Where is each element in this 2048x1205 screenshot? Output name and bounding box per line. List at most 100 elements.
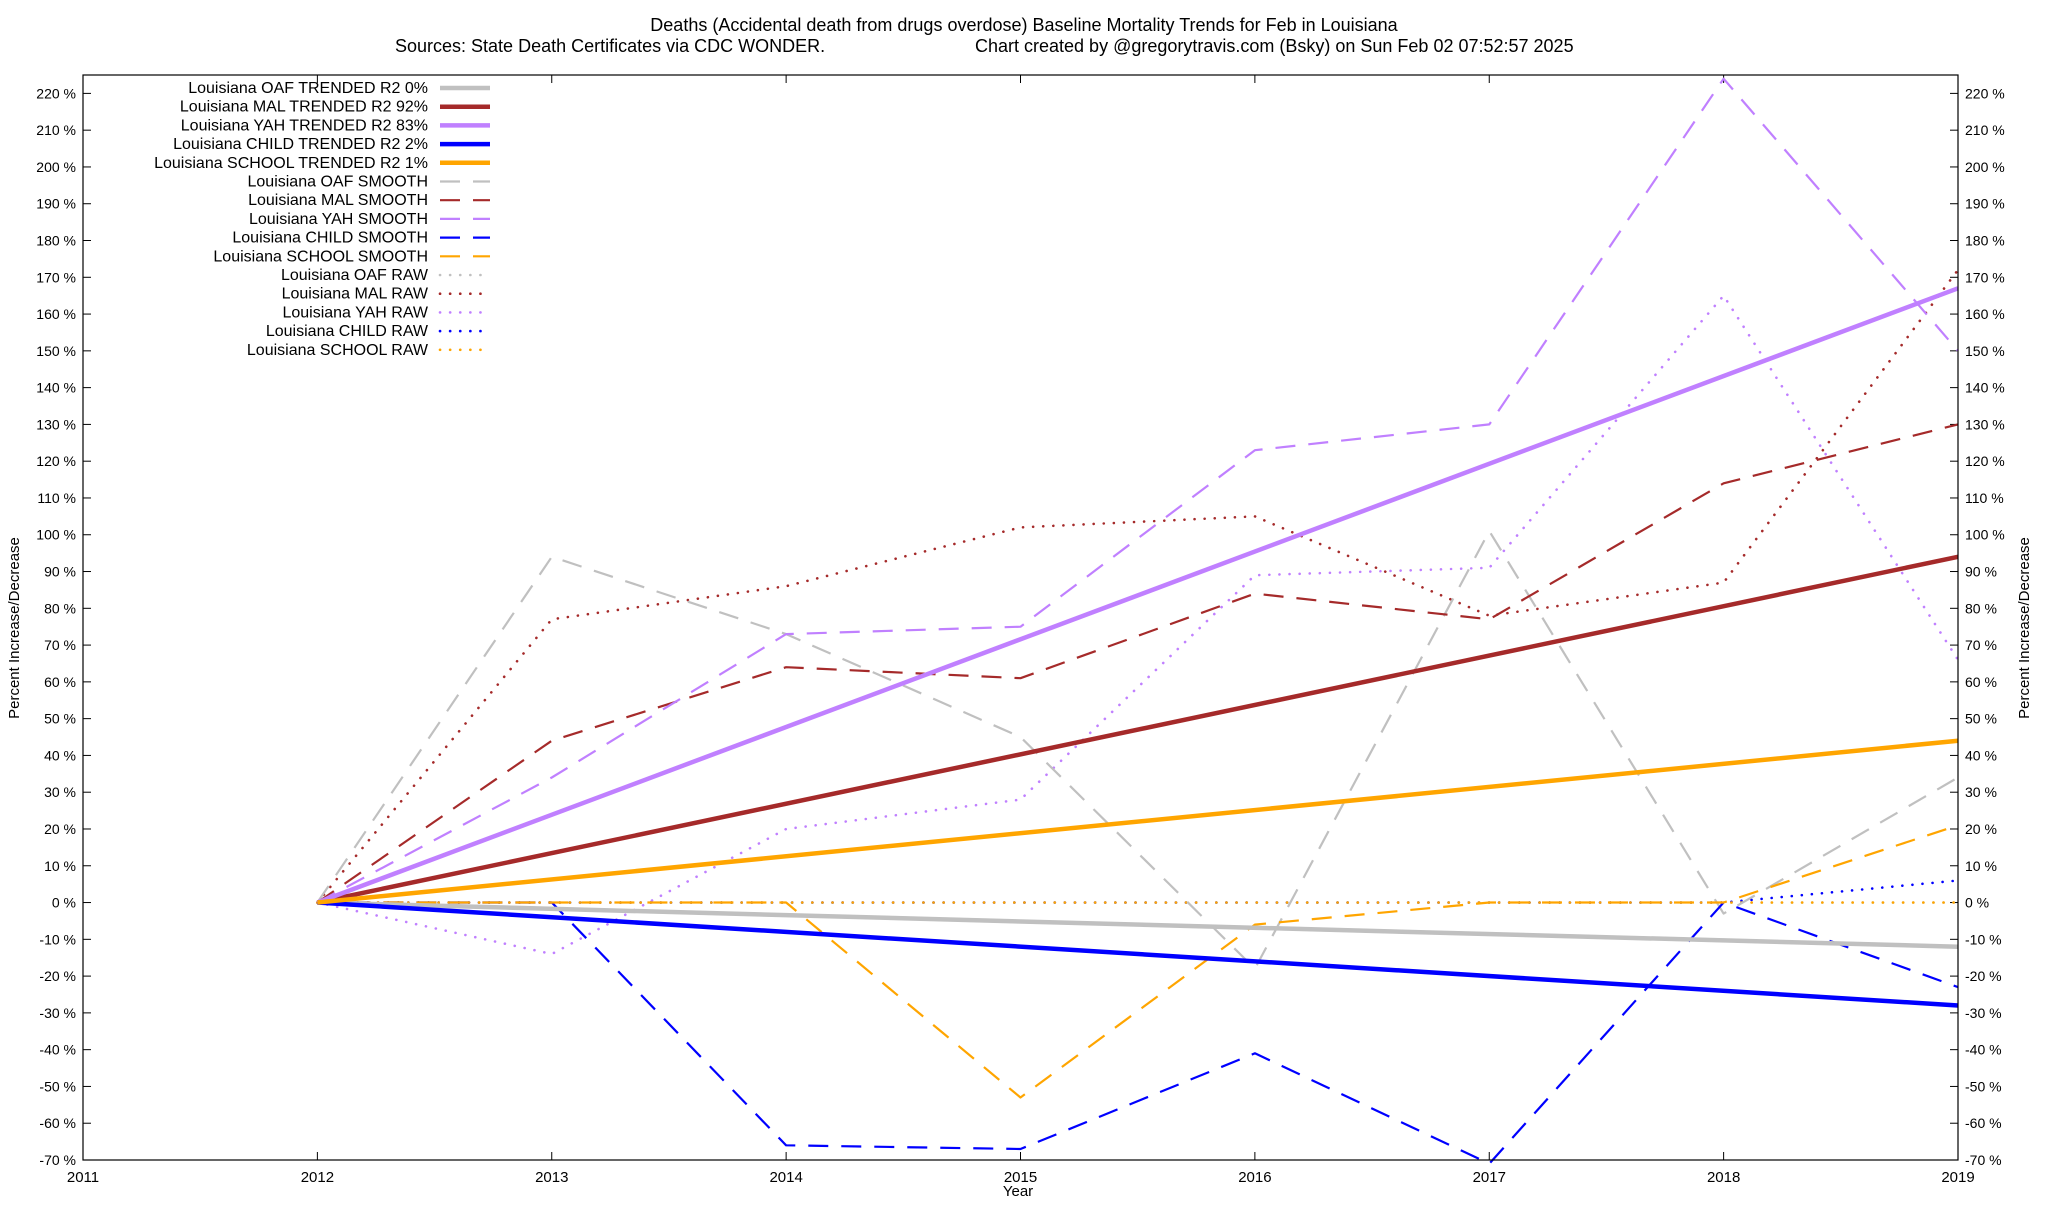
x-tick-label: 2014: [769, 1169, 802, 1186]
y-tick-label-right: 150 %: [1965, 343, 2005, 359]
series-line-3: [317, 900, 1959, 1008]
y-tick-label: -50 %: [39, 1078, 76, 1094]
y-tick-label: -70 %: [39, 1152, 76, 1168]
y-tick-label-right: 190 %: [1965, 196, 2005, 212]
y-tick-label-right: 210 %: [1965, 122, 2005, 138]
y-tick-label: -40 %: [39, 1042, 76, 1058]
legend-label: Louisiana OAF RAW: [281, 267, 429, 284]
y-tick-label-right: -10 %: [1965, 931, 2002, 947]
y-tick-label: 60 %: [44, 674, 76, 690]
y-tick-label-right: 200 %: [1965, 159, 2005, 175]
legend-label: Louisiana MAL RAW: [282, 286, 429, 303]
legend-label: Louisiana YAH SMOOTH: [249, 211, 428, 228]
y-tick-label-right: 130 %: [1965, 416, 2005, 432]
y-tick-label-right: 140 %: [1965, 380, 2005, 396]
y-tick-label: 40 %: [44, 747, 76, 763]
legend-label: Louisiana SCHOOL TRENDED R2 1%: [154, 155, 428, 172]
legend-label: Louisiana SCHOOL SMOOTH: [213, 248, 428, 265]
y-tick-label: 150 %: [36, 343, 76, 359]
chart-subtitle-left: Sources: State Death Certificates via CD…: [395, 36, 825, 56]
series-line-4: [317, 738, 1959, 905]
y-tick-label-right: 10 %: [1965, 858, 1997, 874]
y-tick-label-right: 40 %: [1965, 747, 1997, 763]
y-tick-label-right: 180 %: [1965, 233, 2005, 249]
y-axis-label-right: Percent Increase/Decrease: [2016, 537, 2033, 719]
y-tick-label-right: -60 %: [1965, 1115, 2002, 1131]
y-tick-label: 100 %: [36, 527, 76, 543]
series-line-9: [317, 824, 1959, 1099]
y-axis-label-left: Percent Increase/Decrease: [6, 537, 23, 719]
y-tick-label: -20 %: [39, 968, 76, 984]
x-tick-label: 2016: [1238, 1169, 1271, 1186]
y-tick-label: 30 %: [44, 784, 76, 800]
y-tick-label-right: 100 %: [1965, 527, 2005, 543]
y-tick-label: 20 %: [44, 821, 76, 837]
x-tick-label: 2018: [1707, 1169, 1740, 1186]
y-tick-label-right: 220 %: [1965, 85, 2005, 101]
y-tick-label: 120 %: [36, 453, 76, 469]
y-tick-label: 190 %: [36, 196, 76, 212]
x-tick-label: 2012: [301, 1169, 334, 1186]
series-line-7: [316, 77, 1959, 904]
series-line-2: [316, 286, 1959, 905]
y-tick-label-right: 20 %: [1965, 821, 1997, 837]
plot-area: [316, 77, 1960, 1165]
y-tick-label: 220 %: [36, 85, 76, 101]
series-line-13: [316, 879, 1960, 904]
legend-label: Louisiana YAH RAW: [282, 304, 428, 321]
y-tick-label: 160 %: [36, 306, 76, 322]
y-tick-label: 130 %: [36, 416, 76, 432]
legend-label: Louisiana CHILD SMOOTH: [232, 230, 428, 247]
y-tick-label: 200 %: [36, 159, 76, 175]
legend-label: Louisiana YAH TRENDED R2 83%: [181, 117, 428, 134]
y-tick-label-right: -20 %: [1965, 968, 2002, 984]
y-tick-label-right: 70 %: [1965, 637, 1997, 653]
series-line-0: [317, 900, 1959, 949]
y-tick-label-right: -50 %: [1965, 1078, 2002, 1094]
y-tick-label-right: 80 %: [1965, 600, 1997, 616]
y-tick-label-right: 0 %: [1965, 895, 1989, 911]
x-tick-label: 2013: [535, 1169, 568, 1186]
y-tick-label: 110 %: [37, 490, 76, 506]
x-tick-label: 2011: [67, 1169, 99, 1186]
chart-title: Deaths (Accidental death from drugs over…: [650, 15, 1398, 35]
series-line-1: [316, 554, 1959, 905]
series-line-11: [316, 268, 1960, 904]
y-tick-label: 10 %: [44, 858, 76, 874]
y-tick-label: -10 %: [39, 931, 76, 947]
y-tick-label: 0 %: [52, 895, 76, 911]
series-line-6: [316, 423, 1959, 904]
legend: Louisiana OAF TRENDED R2 0% Louisiana MAL…: [154, 80, 492, 359]
x-tick-label: 2015: [1004, 1169, 1037, 1186]
y-tick-label: -30 %: [39, 1005, 76, 1021]
y-tick-label: 80 %: [44, 600, 76, 616]
y-tick-label-right: 160 %: [1965, 306, 2005, 322]
legend-label: Louisiana OAF SMOOTH: [248, 174, 429, 191]
legend-label: Louisiana CHILD TRENDED R2 2%: [173, 136, 428, 153]
y-tick-label-right: -30 %: [1965, 1005, 2002, 1021]
y-tick-label: 170 %: [36, 269, 76, 285]
chart-subtitle-right: Chart created by @gregorytravis.com (Bsk…: [975, 36, 1574, 56]
y-tick-label-right: 30 %: [1965, 784, 1997, 800]
y-tick-label-right: 90 %: [1965, 564, 1997, 580]
legend-label: Louisiana MAL TRENDED R2 92%: [180, 99, 428, 116]
plot-frame: [82, 74, 1959, 1161]
series-line-8: [317, 901, 1959, 1165]
y-tick-label: 210 %: [36, 122, 76, 138]
y-tick-label-right: 170 %: [1965, 269, 2005, 285]
y-tick-label: 90 %: [44, 564, 76, 580]
axes: 2011 2012 2013 2014 2015 2016 2017 2018 2019-70 …: [36, 75, 2005, 1186]
y-tick-label-right: -70 %: [1965, 1152, 2002, 1168]
x-tick-label: 2017: [1473, 1169, 1506, 1186]
y-tick-label-right: 60 %: [1965, 674, 1997, 690]
y-tick-label-right: -40 %: [1965, 1042, 2002, 1058]
legend-label: Louisiana OAF TRENDED R2 0%: [188, 80, 428, 97]
y-tick-label-right: 120 %: [1965, 453, 2005, 469]
y-tick-label: 70 %: [44, 637, 76, 653]
series-line-12: [316, 294, 1960, 956]
legend-label: Louisiana SCHOOL RAW: [247, 342, 429, 359]
y-tick-label: 50 %: [44, 711, 76, 727]
x-axis-label: Year: [1003, 1183, 1033, 1200]
